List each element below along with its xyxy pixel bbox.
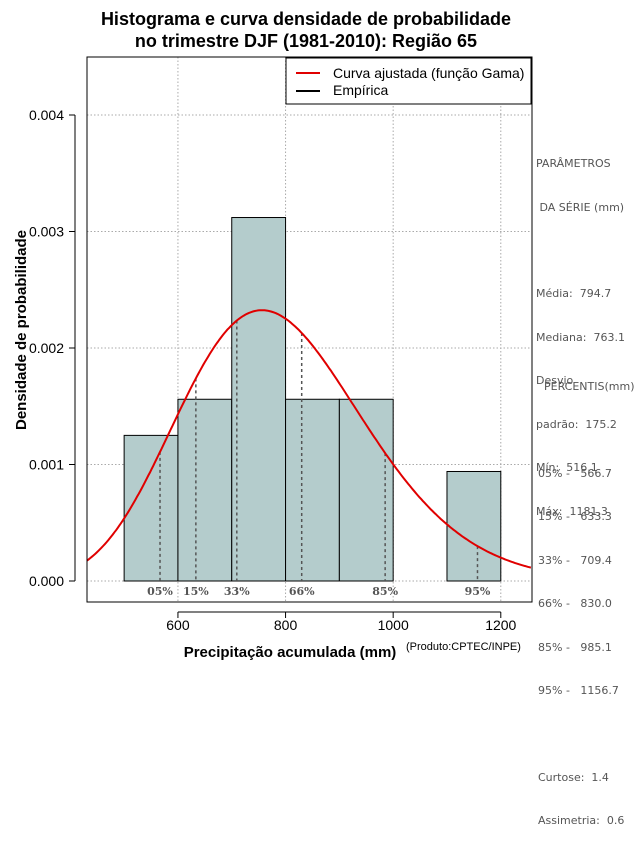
params-subtitle: DA SÉRIE (mm) [536,200,625,214]
stat-mean: Média: 794.7 [536,287,612,300]
stat-skewness: Assimetria: 0.6 [538,814,625,827]
stat-sd-label: Desvio [536,374,574,387]
chart-title-line2: no trimestre DJF (1981-2010): Região 65 [135,31,477,51]
percentile-05: 05% - 566.7 [538,466,612,480]
legend-box [285,57,532,105]
percentile-33: 33% - 709.4 [538,553,612,567]
x-tick-label: 1000 [378,617,409,633]
x-axis-title: Precipitação acumulada (mm) [184,644,397,660]
legend-label-fitted: Curva ajustada (função Gama) [333,65,524,81]
percentile-label: 15% [183,585,209,598]
stat-min: Mín: 516.1 [536,461,598,474]
params-title: PARÂMETROS [536,157,611,170]
y-tick-label: 0.001 [29,457,64,473]
histogram-bars [123,217,502,582]
histogram-bar [338,398,394,582]
histogram-bar [231,217,287,582]
x-tick-label: 600 [166,617,190,633]
histogram-bar [285,398,340,582]
plot-frame [86,56,533,603]
percentile-label: 05% [147,585,173,598]
y-tick-label: 0.003 [29,224,64,240]
percentile-15: 15% - 633.3 [538,510,612,523]
stat-median: Mediana: 763.1 [536,330,625,344]
y-axis-title: Densidade de probabilidade [13,230,30,430]
credit-label: (Produto:CPTEC/INPE) [406,641,521,653]
y-axis: 0.000 0.001 0.002 0.003 0.004 [29,107,76,589]
x-tick-label: 800 [274,617,298,633]
percentile-label: 95% [465,585,491,598]
series-parameters-panel: PARÂMETROS DA SÉRIE (mm) Média: 794.7 Me… [536,128,625,534]
chart-title-line1: Histograma e curva densidade de probabil… [101,9,511,29]
percentile-label: 66% [289,585,315,598]
percentis-title: PERCENTIS(mm) [544,380,635,393]
stat-sd: padrão: 175.2 [536,417,617,431]
percentile-markers: 05% 15% 33% 66% 85% 95% [147,320,491,598]
percentile-95: 95% - 1156.7 [538,684,619,697]
stat-max: Máx: 1181.3 [536,504,608,518]
y-tick-label: 0.002 [29,340,64,356]
histogram-chart: Histograma e curva densidade de probabil… [13,9,533,660]
legend: Curva ajustada (função Gama) Empírica [285,57,532,105]
percentiles-panel: PERCENTIS(mm) 05% - 566.7 15% - 633.3 33… [538,351,635,843]
gamma-curve [86,309,532,569]
histogram-bar [446,470,502,582]
legend-label-empirical: Empírica [333,82,388,98]
fitted-curve-line [86,309,532,569]
y-tick-label: 0.004 [29,107,64,123]
y-tick-label: 0.000 [29,573,64,589]
percentile-label: 85% [372,585,398,598]
x-axis: 600 800 1000 1200 [166,611,517,633]
percentile-66: 66% - 830.0 [538,597,612,610]
percentile-label: 33% [224,585,250,598]
stat-kurtosis: Curtose: 1.4 [538,770,609,784]
histogram-bar [177,398,233,582]
histogram-bar [123,434,179,582]
x-tick-label: 1200 [485,617,516,633]
percentile-85: 85% - 985.1 [538,640,612,654]
